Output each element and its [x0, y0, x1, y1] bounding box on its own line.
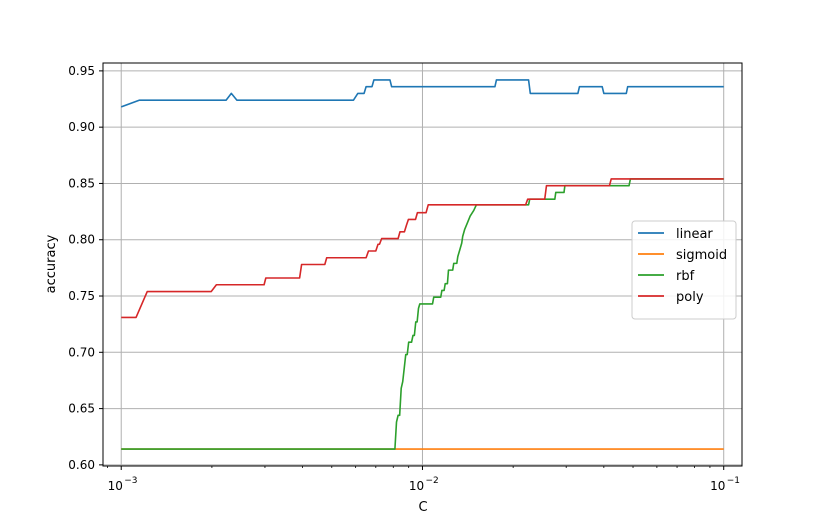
axis-ticks: 10 −3 10 −2 10 −10.600.650.700.750.800.850.90… — [68, 64, 740, 493]
y-tick-label: 0.85 — [68, 176, 95, 190]
y-axis-label: accuracy — [44, 234, 59, 293]
series-line-rbf — [121, 178, 724, 450]
x-tick-exponent: −2 — [425, 476, 438, 486]
series-lines — [120, 79, 724, 450]
x-tick-label: 10 — [710, 479, 725, 493]
y-tick-label: 0.80 — [68, 233, 95, 247]
series-line-linear — [120, 79, 724, 108]
legend-label-rbf: rbf — [676, 269, 695, 284]
y-tick-label: 0.75 — [68, 289, 95, 303]
x-tick-exponent: −3 — [124, 476, 137, 486]
legend-label-poly: poly — [676, 290, 704, 305]
x-tick-label: 10 — [108, 479, 123, 493]
legend-label-sigmoid: sigmoid — [676, 248, 727, 263]
legend: linear sigmoid rbf poly — [631, 220, 737, 320]
x-axis-label: C — [418, 500, 427, 515]
legend-box — [631, 220, 737, 320]
y-tick-label: 0.60 — [68, 458, 95, 472]
y-tick-label: 0.70 — [68, 345, 95, 359]
x-tick-exponent: −1 — [727, 476, 740, 486]
legend-label-linear: linear — [676, 227, 713, 242]
y-tick-label: 0.95 — [68, 64, 95, 78]
y-tick-label: 0.65 — [68, 402, 95, 416]
y-tick-label: 0.90 — [68, 120, 95, 134]
x-tick-label: 10 — [409, 479, 424, 493]
series-line-poly — [121, 178, 724, 319]
